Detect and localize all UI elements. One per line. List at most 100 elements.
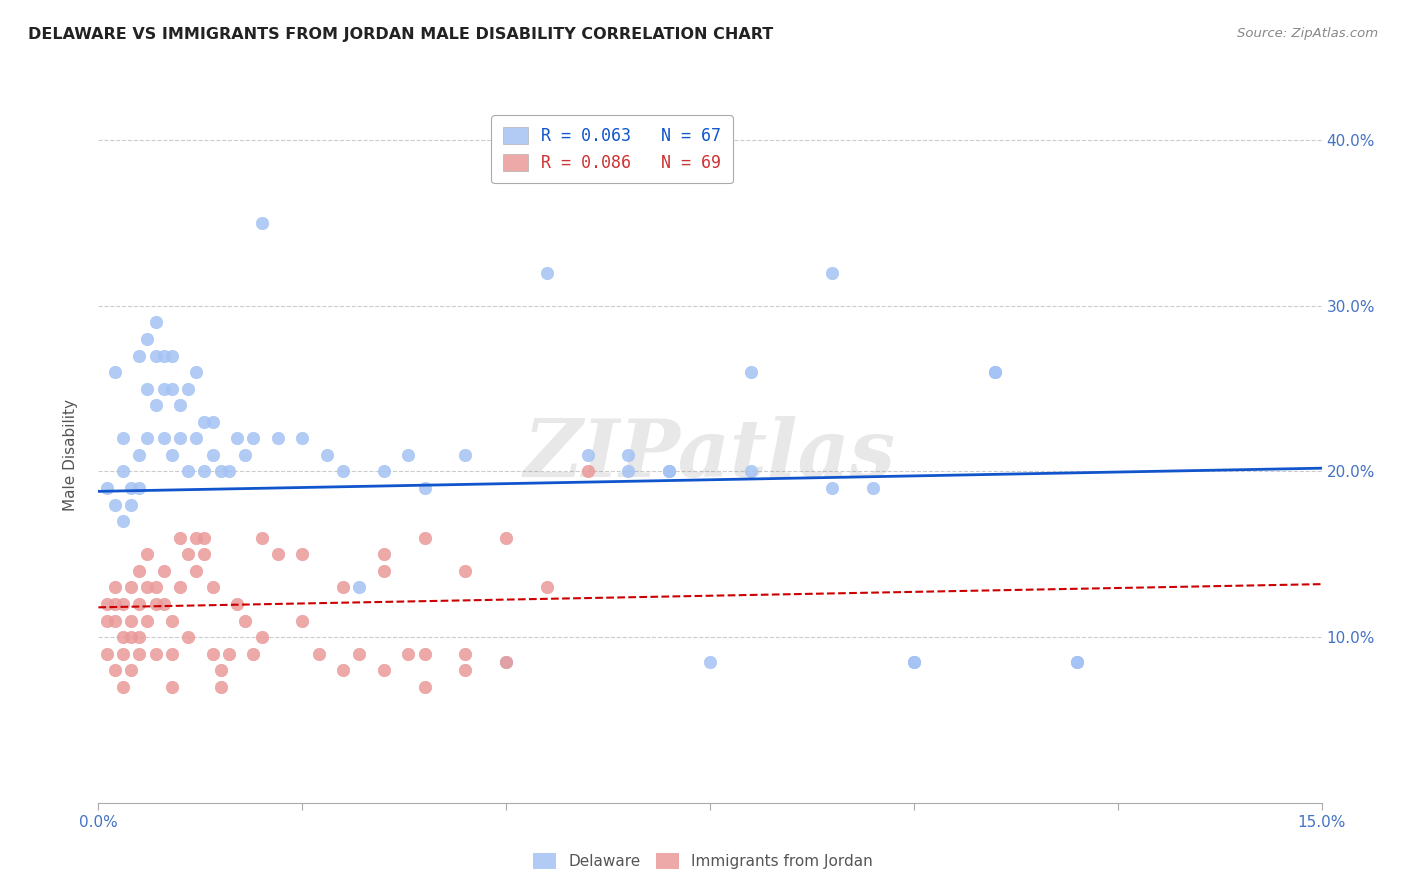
Point — [128, 647, 150, 661]
Point — [699, 655, 721, 669]
Point — [145, 349, 167, 363]
Point — [226, 597, 249, 611]
Point — [120, 614, 142, 628]
Point — [201, 647, 224, 661]
Point — [315, 448, 337, 462]
Point — [373, 465, 395, 479]
Point — [250, 630, 273, 644]
Point — [177, 630, 200, 644]
Point — [169, 531, 191, 545]
Point — [495, 655, 517, 669]
Point — [226, 431, 249, 445]
Point — [136, 382, 159, 396]
Point — [152, 431, 174, 445]
Point — [291, 547, 314, 561]
Point — [291, 614, 314, 628]
Point — [128, 481, 150, 495]
Point — [740, 365, 762, 379]
Point — [267, 547, 290, 561]
Point — [160, 680, 183, 694]
Text: DELAWARE VS IMMIGRANTS FROM JORDAN MALE DISABILITY CORRELATION CHART: DELAWARE VS IMMIGRANTS FROM JORDAN MALE … — [28, 27, 773, 42]
Point — [96, 481, 118, 495]
Point — [201, 415, 224, 429]
Point — [193, 531, 215, 545]
Point — [120, 498, 142, 512]
Point — [291, 431, 314, 445]
Point — [233, 448, 256, 462]
Point — [242, 647, 264, 661]
Point — [128, 564, 150, 578]
Point — [233, 614, 256, 628]
Point — [152, 349, 174, 363]
Point — [136, 431, 159, 445]
Point — [617, 448, 640, 462]
Point — [111, 680, 134, 694]
Point — [536, 266, 558, 280]
Point — [209, 663, 232, 677]
Point — [821, 481, 844, 495]
Point — [136, 547, 159, 561]
Point — [160, 448, 183, 462]
Point — [145, 581, 167, 595]
Point — [454, 663, 477, 677]
Point — [96, 597, 118, 611]
Point — [120, 663, 142, 677]
Point — [104, 581, 127, 595]
Legend: R = 0.063   N = 67, R = 0.086   N = 69: R = 0.063 N = 67, R = 0.086 N = 69 — [491, 115, 733, 184]
Point — [152, 382, 174, 396]
Point — [104, 614, 127, 628]
Point — [160, 349, 183, 363]
Point — [576, 448, 599, 462]
Point — [454, 448, 477, 462]
Point — [201, 448, 224, 462]
Point — [111, 431, 134, 445]
Point — [536, 581, 558, 595]
Point — [349, 647, 371, 661]
Point — [128, 597, 150, 611]
Point — [186, 531, 208, 545]
Point — [495, 655, 517, 669]
Point — [308, 647, 330, 661]
Text: ZIPatlas: ZIPatlas — [524, 417, 896, 493]
Point — [658, 465, 681, 479]
Point — [145, 647, 167, 661]
Point — [984, 365, 1007, 379]
Point — [186, 564, 208, 578]
Point — [111, 630, 134, 644]
Point — [96, 614, 118, 628]
Point — [136, 581, 159, 595]
Point — [160, 647, 183, 661]
Point — [862, 481, 884, 495]
Point — [454, 647, 477, 661]
Point — [145, 398, 167, 412]
Point — [160, 614, 183, 628]
Legend: Delaware, Immigrants from Jordan: Delaware, Immigrants from Jordan — [527, 847, 879, 875]
Point — [373, 547, 395, 561]
Point — [454, 564, 477, 578]
Point — [177, 465, 200, 479]
Point — [373, 663, 395, 677]
Point — [193, 465, 215, 479]
Text: Source: ZipAtlas.com: Source: ZipAtlas.com — [1237, 27, 1378, 40]
Point — [128, 630, 150, 644]
Point — [250, 216, 273, 230]
Point — [120, 581, 142, 595]
Point — [136, 332, 159, 346]
Point — [120, 630, 142, 644]
Point — [332, 581, 354, 595]
Point — [413, 680, 436, 694]
Point — [104, 663, 127, 677]
Point — [169, 581, 191, 595]
Point — [250, 531, 273, 545]
Point — [104, 365, 127, 379]
Point — [218, 647, 240, 661]
Point — [186, 365, 208, 379]
Point — [111, 597, 134, 611]
Point — [495, 531, 517, 545]
Point — [111, 514, 134, 528]
Point — [152, 597, 174, 611]
Point — [413, 647, 436, 661]
Point — [332, 465, 354, 479]
Point — [242, 431, 264, 445]
Point — [218, 465, 240, 479]
